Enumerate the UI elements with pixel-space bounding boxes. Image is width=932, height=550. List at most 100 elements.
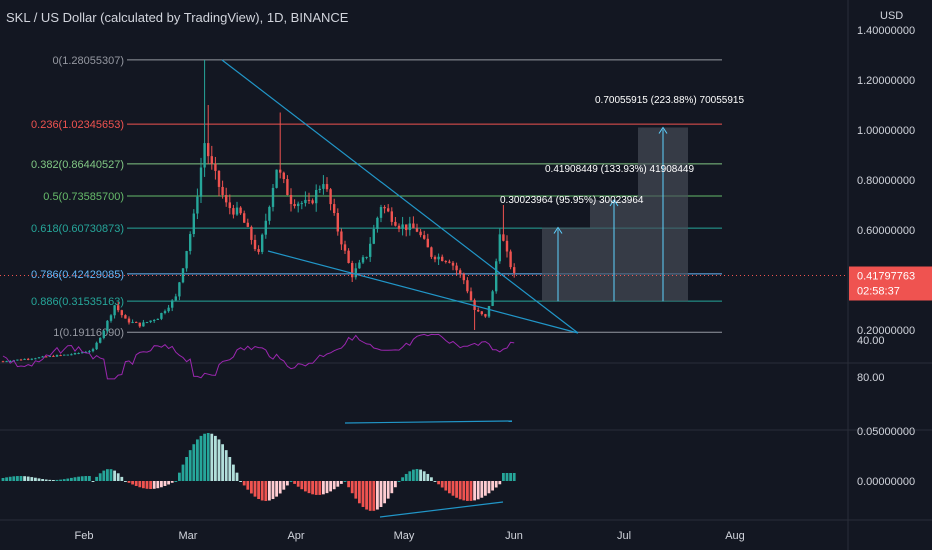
projection-arrowhead-0 bbox=[553, 226, 563, 234]
candle-body bbox=[73, 353, 77, 355]
candle-body bbox=[120, 310, 123, 316]
candle-body bbox=[52, 355, 55, 357]
macd-bar bbox=[192, 444, 196, 481]
macd-bar bbox=[134, 481, 138, 486]
macd-bar bbox=[178, 472, 181, 481]
macd-bar bbox=[95, 476, 98, 481]
candle-body bbox=[239, 207, 242, 214]
macd-bar bbox=[260, 481, 264, 501]
price-axis-tick: 1.40000000 bbox=[857, 25, 915, 37]
macd-bar bbox=[498, 481, 502, 485]
projection-arrowhead-2 bbox=[658, 126, 668, 134]
candle-body bbox=[477, 310, 480, 312]
candle-body bbox=[311, 200, 314, 204]
macd-bar bbox=[451, 481, 455, 496]
macd-bar bbox=[311, 481, 314, 495]
candle-body bbox=[383, 207, 386, 209]
candle-body bbox=[70, 354, 73, 356]
candle-body bbox=[5, 361, 8, 363]
candle-body bbox=[304, 199, 307, 204]
candle-body bbox=[333, 204, 336, 213]
price-axis-tick: 1.20000000 bbox=[857, 75, 915, 87]
candle-body bbox=[135, 321, 138, 323]
candle-body bbox=[91, 349, 95, 352]
macd-bar bbox=[480, 481, 484, 498]
candle-body bbox=[185, 251, 188, 269]
candle-body bbox=[160, 313, 163, 319]
macd-bar bbox=[390, 481, 394, 494]
macd-bar bbox=[199, 435, 203, 481]
candle-body bbox=[412, 223, 415, 229]
candle-body bbox=[405, 224, 408, 231]
candle-body bbox=[419, 231, 422, 236]
macd-bar bbox=[34, 477, 37, 481]
candle-body bbox=[174, 296, 177, 301]
macd-bar bbox=[415, 469, 419, 481]
macd-histogram-group bbox=[1, 433, 516, 511]
projection-arrowhead-1 bbox=[609, 199, 619, 207]
macd-bar bbox=[289, 481, 293, 482]
candle-body bbox=[124, 315, 127, 319]
macd-bar bbox=[264, 481, 268, 501]
price-axis-tick: 1.00000000 bbox=[857, 125, 915, 137]
candle-body bbox=[358, 262, 361, 269]
candle-body bbox=[279, 169, 282, 173]
macd-bar bbox=[250, 481, 253, 494]
macd-bar bbox=[358, 481, 361, 504]
candle-body bbox=[369, 243, 372, 257]
candle-body bbox=[34, 358, 37, 360]
macd-bar bbox=[55, 479, 59, 481]
macd-bar bbox=[145, 481, 149, 489]
macd-bar bbox=[12, 476, 16, 481]
candle-body bbox=[153, 319, 156, 321]
macd-bar bbox=[160, 481, 163, 488]
macd-bar bbox=[473, 481, 476, 501]
macd-bar bbox=[296, 481, 300, 487]
macd-bar bbox=[16, 476, 19, 481]
candle-body bbox=[361, 257, 365, 263]
candle-body bbox=[455, 265, 458, 271]
candle-body bbox=[480, 311, 483, 315]
macd-bar bbox=[505, 473, 509, 481]
candle-body bbox=[77, 353, 80, 355]
macd-bar bbox=[170, 481, 174, 483]
macd-bar bbox=[44, 479, 48, 481]
candle-body bbox=[297, 203, 300, 207]
currency-label[interactable]: USD bbox=[880, 10, 904, 22]
candle-body bbox=[149, 320, 152, 323]
candle-body bbox=[394, 221, 397, 226]
time-axis-tick: Jul bbox=[617, 530, 631, 542]
candle-body bbox=[315, 189, 318, 204]
macd-bar bbox=[206, 433, 210, 481]
candle-body bbox=[181, 268, 185, 283]
macd-bar bbox=[268, 481, 271, 501]
macd-bar bbox=[469, 481, 473, 501]
macd-bar bbox=[98, 473, 102, 481]
candle-body bbox=[235, 207, 239, 215]
candle-body bbox=[502, 234, 505, 241]
macd-bar bbox=[372, 481, 376, 511]
candle-body bbox=[307, 199, 311, 201]
macd-bar bbox=[91, 481, 95, 482]
macd-bar bbox=[271, 481, 275, 500]
macd-bar bbox=[88, 476, 91, 481]
macd-bar bbox=[239, 481, 242, 482]
fib-level-label-7: 1(0.19116090) bbox=[53, 327, 124, 339]
macd-bar bbox=[52, 479, 55, 481]
macd-bar bbox=[120, 476, 124, 481]
macd-bar bbox=[448, 481, 451, 494]
macd-bar bbox=[401, 477, 404, 481]
macd-bar bbox=[336, 481, 340, 487]
macd-bar bbox=[275, 481, 278, 497]
macd-bar bbox=[278, 481, 282, 494]
candle-body bbox=[156, 318, 159, 320]
macd-bar bbox=[84, 476, 88, 481]
rsi-axis-tick: 40.00 bbox=[857, 335, 885, 347]
rsi-support-trendline bbox=[344, 420, 513, 424]
macd-bar bbox=[232, 464, 235, 481]
candle-body bbox=[171, 300, 174, 308]
candle-body bbox=[426, 238, 429, 248]
macd-bar bbox=[188, 450, 192, 481]
macd-axis-tick: 0.00000000 bbox=[857, 476, 915, 488]
